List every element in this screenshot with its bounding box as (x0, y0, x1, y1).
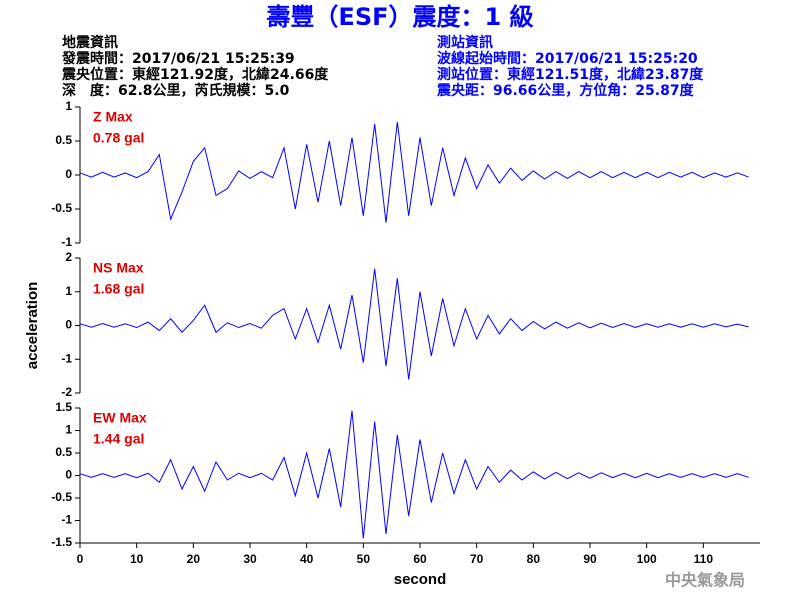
x-tick-label: 30 (243, 552, 257, 566)
waveform (79, 410, 749, 539)
y-tick-label: 0 (65, 468, 72, 482)
event-info: 震央位置：東經121.92度，北緯24.66度 (61, 66, 329, 83)
y-tick-label: 0.5 (55, 133, 72, 147)
y-tick-label: -2 (61, 385, 72, 399)
annotation: Z Max (93, 109, 133, 125)
y-tick-label: 1 (65, 99, 72, 113)
event-info: 深 度：62.8公里，芮氏規模：5.0 (62, 82, 290, 99)
y-tick-label: 0.5 (55, 445, 72, 459)
y-tick-label: -1 (61, 513, 72, 527)
x-tick-label: 60 (413, 552, 427, 566)
event-info: 發震時間：2017/06/21 15:25:39 (61, 50, 295, 67)
annotation: EW Max (93, 410, 147, 426)
y-tick-label: 2 (65, 250, 72, 264)
y-axis-label: acceleration (24, 282, 41, 370)
x-tick-label: 20 (187, 552, 201, 566)
x-tick-label: 40 (300, 552, 314, 566)
footer: 中央氣象局 (665, 571, 745, 590)
waveform (79, 268, 749, 380)
x-tick-label: 50 (357, 552, 371, 566)
y-tick-label: 1.5 (55, 400, 72, 414)
waveform (79, 121, 749, 223)
annotation: NS Max (93, 260, 144, 276)
x-tick-label: 10 (130, 552, 144, 566)
y-tick-label: -1 (61, 235, 72, 249)
y-tick-label: -1 (61, 351, 72, 365)
y-tick-label: 0 (65, 167, 72, 181)
y-tick-label: -0.5 (51, 201, 72, 215)
y-tick-label: 1 (65, 423, 72, 437)
x-tick-label: 70 (470, 552, 484, 566)
x-tick-label: 80 (527, 552, 541, 566)
x-tick-label: 100 (637, 552, 657, 566)
y-tick-label: -0.5 (51, 490, 72, 504)
annotation: 1.68 gal (93, 281, 144, 297)
page-title: 壽豐（ESF）震度：1 級 (266, 3, 533, 31)
x-tick-label: 90 (583, 552, 597, 566)
event-info: 地震資訊 (62, 34, 118, 51)
x-axis-label: second (394, 571, 447, 588)
station-info: 波線起始時間：2017/06/21 15:25:20 (437, 50, 698, 67)
station-info: 震央距：96.66公里，方位角：25.87度 (436, 82, 695, 99)
annotation: 1.44 gal (93, 431, 144, 447)
y-tick-label: -1.5 (51, 535, 72, 549)
station-info: 測站位置：東經121.51度，北緯23.87度 (437, 66, 704, 83)
annotation: 0.78 gal (93, 130, 144, 146)
station-info: 測站資訊 (437, 34, 493, 51)
y-tick-label: 1 (65, 284, 72, 298)
x-tick-label: 110 (694, 552, 714, 566)
x-tick-label: 0 (77, 552, 84, 566)
y-tick-label: 0 (65, 318, 72, 332)
